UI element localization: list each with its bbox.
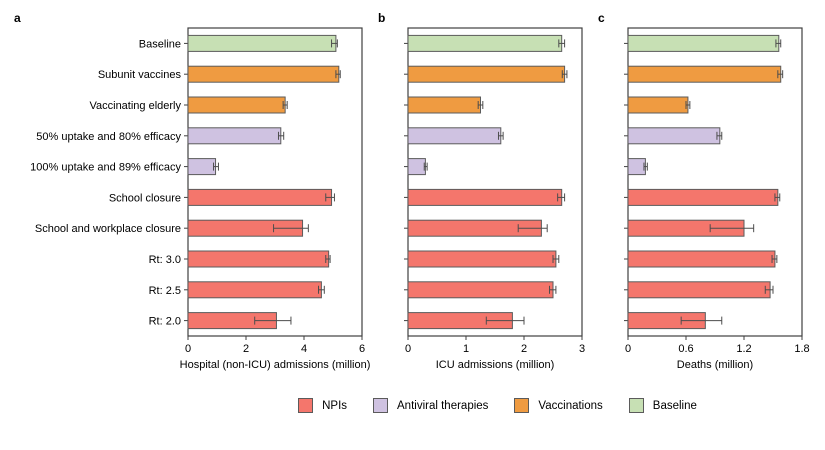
category-label: Rt: 2.0 xyxy=(149,316,181,328)
category-label: School and workplace closure xyxy=(35,223,181,235)
category-label: 50% uptake and 80% efficacy xyxy=(36,131,181,143)
bar-a-5 xyxy=(187,188,333,206)
x-tick-label: 3 xyxy=(579,343,585,355)
x-axis-title-b: ICU admissions (million) xyxy=(436,359,555,371)
bar-c-3 xyxy=(627,127,721,145)
x-tick-label: 1.8 xyxy=(794,343,809,355)
bar-b-2 xyxy=(407,96,481,114)
x-tick-label: 0.6 xyxy=(678,343,693,355)
category-label: Vaccinating elderly xyxy=(89,100,181,112)
legend-item-antiviral-therapies: Antiviral therapies xyxy=(373,398,488,413)
panel-letter-c: c xyxy=(598,11,605,25)
bar-b-7 xyxy=(407,250,557,268)
baseline-swatch-icon xyxy=(628,398,644,413)
bar-c-8 xyxy=(627,281,771,299)
x-tick-label: 2 xyxy=(243,343,249,355)
bar-a-8 xyxy=(187,281,322,299)
bar-a-1 xyxy=(187,65,340,83)
panel-letter-b: b xyxy=(378,11,385,25)
legend: NPIs Antiviral therapies Vaccinations Ba… xyxy=(0,398,825,413)
category-label: Rt: 2.5 xyxy=(149,285,181,297)
panel-letter-a: a xyxy=(14,11,21,25)
legend-label-antiviral-therapies: Antiviral therapies xyxy=(397,399,489,412)
bar-c-0 xyxy=(627,34,780,52)
category-label: Subunit vaccines xyxy=(98,69,182,81)
bar-a-7 xyxy=(187,250,330,268)
x-tick-label: 2 xyxy=(521,343,527,355)
category-label: Baseline xyxy=(139,38,181,50)
x-tick-label: 0 xyxy=(625,343,631,355)
npis-swatch-icon xyxy=(298,398,314,413)
x-tick-label: 0 xyxy=(405,343,411,355)
x-axis-title-a: Hospital (non-ICU) admissions (million) xyxy=(180,359,371,371)
bar-a-0 xyxy=(187,34,337,52)
x-axis-title-c: Deaths (million) xyxy=(677,359,753,371)
x-tick-label: 0 xyxy=(185,343,191,355)
bar-c-7 xyxy=(627,250,776,268)
x-tick-label: 1.2 xyxy=(736,343,751,355)
bar-b-0 xyxy=(407,34,563,52)
x-tick-label: 1 xyxy=(463,343,469,355)
bar-b-8 xyxy=(407,281,554,299)
legend-label-vaccinations: Vaccinations xyxy=(538,399,603,412)
legend-label-npis: NPIs xyxy=(322,399,348,412)
category-label: School closure xyxy=(109,192,181,204)
category-label: Rt: 3.0 xyxy=(149,254,181,266)
legend-item-baseline: Baseline xyxy=(628,398,697,413)
bar-c-5 xyxy=(627,188,779,206)
bar-c-4 xyxy=(627,158,646,176)
x-tick-label: 4 xyxy=(301,343,307,355)
bar-b-3 xyxy=(407,127,502,145)
legend-item-npis: NPIs xyxy=(298,398,347,413)
legend-item-vaccinations: Vaccinations xyxy=(514,398,603,413)
legend-label-baseline: Baseline xyxy=(652,399,697,412)
vaccinations-swatch-icon xyxy=(514,398,530,413)
bar-a-2 xyxy=(187,96,286,114)
bar-a-3 xyxy=(187,127,282,145)
bar-b-5 xyxy=(407,188,563,206)
x-tick-label: 6 xyxy=(359,343,365,355)
bar-chart-panels: a 0 2 4 6 Hospital (non-ICU) admissions (mill… xyxy=(14,11,810,371)
bar-a-4 xyxy=(187,158,217,176)
antiviral-therapies-swatch-icon xyxy=(373,398,389,413)
bar-b-4 xyxy=(407,158,426,176)
bar-c-1 xyxy=(627,65,782,83)
bar-b-1 xyxy=(407,65,566,83)
bar-c-2 xyxy=(627,96,689,114)
category-label: 100% uptake and 89% efficacy xyxy=(30,162,181,174)
